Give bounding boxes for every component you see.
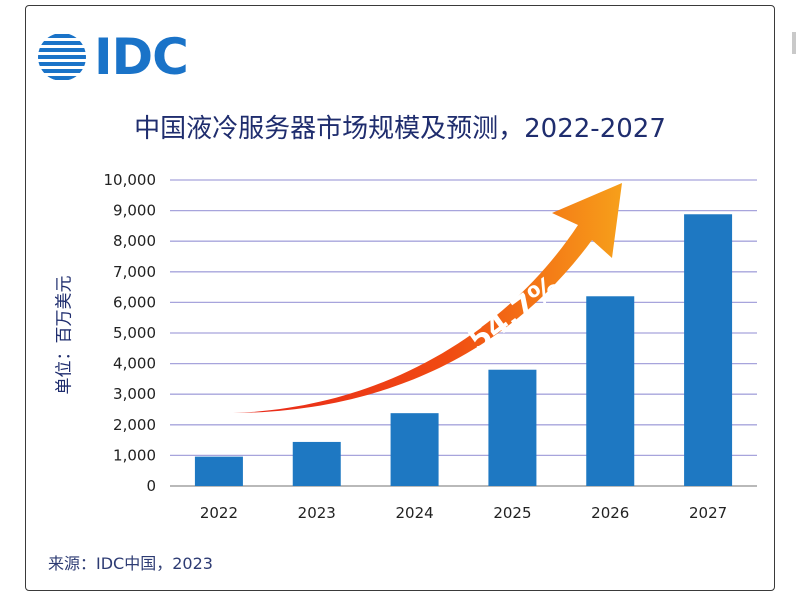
- y-tick-label: 7,000: [113, 263, 156, 281]
- globe-icon: [38, 34, 86, 80]
- y-tick-label: 3,000: [113, 385, 156, 403]
- y-tick-label: 10,000: [104, 171, 157, 189]
- bar-2022: [194, 456, 243, 486]
- x-tick-label: 2025: [493, 504, 531, 522]
- source-note: 来源：IDC中国，2023: [48, 554, 213, 573]
- y-tick-label: 2,000: [113, 416, 156, 434]
- y-tick-label: 0: [146, 477, 156, 495]
- y-tick-label: 6,000: [113, 293, 156, 311]
- idc-logo: IDC: [36, 28, 189, 86]
- bar-2026: [586, 296, 635, 486]
- x-axis-ticks: 2022 2023 2024 2025 2026 2027: [200, 504, 727, 522]
- chart-frame: [25, 5, 775, 591]
- x-tick-label: 2024: [395, 504, 433, 522]
- growth-rate-label: 54.7%: [462, 269, 567, 358]
- bar-2023: [292, 441, 341, 486]
- x-tick-label: 2027: [689, 504, 727, 522]
- growth-arrow: 54.7%: [233, 183, 622, 413]
- y-axis-ticks: 0 1,000 2,000 3,000 4,000 5,000 6,000 7,000 8,00…: [104, 171, 157, 495]
- x-tick-label: 2022: [200, 504, 238, 522]
- x-tick-label: 2026: [591, 504, 629, 522]
- chart-title: 中国液冷服务器市场规模及预测，2022-2027: [134, 114, 666, 144]
- bar-2024: [390, 413, 439, 486]
- y-tick-label: 9,000: [113, 202, 156, 220]
- bars: [194, 214, 733, 486]
- gridlines: [170, 179, 757, 487]
- y-tick-label: 1,000: [113, 446, 156, 464]
- y-tick-label: 8,000: [113, 232, 156, 250]
- bar-2027: [684, 214, 733, 486]
- scroll-edge-marker: [792, 32, 796, 54]
- y-tick-label: 4,000: [113, 355, 156, 373]
- x-tick-label: 2023: [298, 504, 336, 522]
- bar-2025: [488, 369, 537, 486]
- logo-text: IDC: [94, 28, 189, 86]
- y-tick-label: 5,000: [113, 324, 156, 342]
